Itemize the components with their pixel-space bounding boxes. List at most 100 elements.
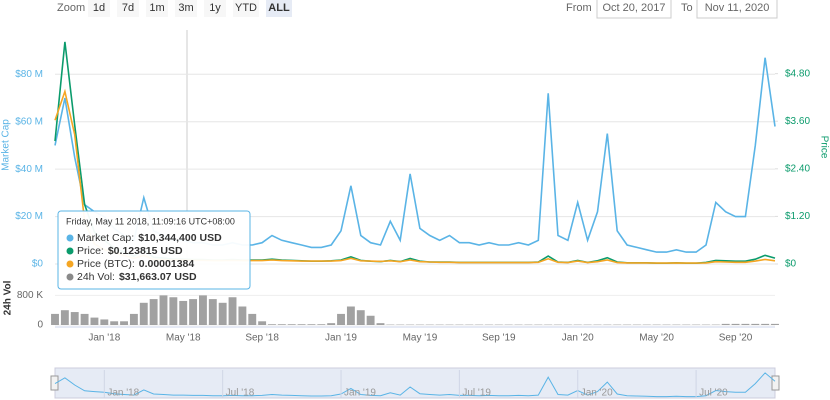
volume-bar bbox=[70, 312, 79, 325]
y2-tick-label: $1.20 bbox=[785, 211, 810, 222]
from-date[interactable]: Oct 20, 2017 bbox=[603, 2, 666, 14]
y2-tick-label: $2.40 bbox=[785, 163, 810, 174]
volume-bar bbox=[129, 313, 138, 325]
volume-bar bbox=[356, 310, 365, 325]
volume-bar bbox=[199, 295, 207, 325]
navigator-mask[interactable] bbox=[54, 367, 776, 399]
y2-axis-title: Price bbox=[818, 136, 829, 159]
volume-bar bbox=[771, 323, 779, 325]
x-tick-label: May '18 bbox=[166, 333, 201, 344]
to-input[interactable] bbox=[696, 0, 778, 19]
volume-bar bbox=[277, 324, 286, 325]
volume-bar bbox=[189, 299, 198, 325]
tooltip-value: $31,663.07 USD bbox=[119, 271, 197, 283]
x-tick-label: Sep '19 bbox=[482, 333, 516, 344]
zoom-button[interactable] bbox=[266, 0, 292, 17]
zoom-button-label[interactable]: ALL bbox=[268, 2, 290, 14]
volume-bar bbox=[100, 319, 109, 325]
volume-bar bbox=[327, 323, 336, 325]
navigator-handle-right[interactable] bbox=[771, 375, 780, 391]
volume-bar bbox=[346, 306, 355, 325]
volume-bar bbox=[287, 324, 296, 325]
volume-bar bbox=[751, 323, 760, 325]
y-tick-label: $20 M bbox=[15, 211, 43, 222]
volume-bar bbox=[731, 323, 740, 325]
tooltip-label: Price: bbox=[77, 245, 104, 257]
navigator-handle-left[interactable] bbox=[50, 375, 59, 391]
volume-bar bbox=[208, 299, 217, 325]
y-tick-label: $0 bbox=[32, 259, 44, 270]
zoom-button-label[interactable]: 1m bbox=[149, 2, 164, 14]
tooltip-row: Price (BTC): 0.00001384 bbox=[77, 258, 194, 270]
volume-bar bbox=[159, 295, 168, 325]
vol-tick-label: 0 bbox=[37, 320, 43, 331]
tooltip-row: 24h Vol: $31,663.07 USD bbox=[77, 271, 197, 283]
navigator-label: Jan '20 bbox=[581, 388, 613, 399]
tooltip-value: $10,344,400 USD bbox=[138, 232, 222, 244]
tooltip-label: Price (BTC): bbox=[77, 258, 135, 270]
volume-bar bbox=[238, 306, 247, 325]
volume-bar bbox=[307, 324, 316, 325]
tooltip bbox=[57, 210, 251, 290]
tooltip-label: Market Cap: bbox=[77, 232, 134, 244]
volume-bar bbox=[761, 323, 770, 325]
zoom-label: Zoom bbox=[57, 2, 85, 14]
y-tick-label: $60 M bbox=[15, 116, 43, 127]
from-input[interactable] bbox=[596, 0, 672, 19]
y2-tick-label: $0 bbox=[785, 259, 797, 270]
x-tick-label: Jan '19 bbox=[325, 333, 357, 344]
zoom-button-label[interactable]: 1d bbox=[93, 2, 105, 14]
tooltip-marker bbox=[66, 247, 74, 255]
navigator-label: Jan '18 bbox=[107, 388, 139, 399]
y-tick-label: $80 M bbox=[15, 69, 43, 80]
volume-bar bbox=[110, 321, 119, 325]
volume-bar bbox=[179, 300, 188, 325]
volume-bar bbox=[366, 315, 375, 325]
zoom-button-label[interactable]: YTD bbox=[235, 2, 257, 14]
y-tick-label: $40 M bbox=[15, 164, 43, 175]
tooltip-header: Friday, May 11 2018, 11:09:16 UTC+08:00 bbox=[66, 216, 235, 226]
x-tick-label: May '20 bbox=[639, 333, 674, 344]
volume-bar bbox=[317, 324, 326, 325]
volume-bar bbox=[376, 323, 385, 325]
navigator-label: Jul '20 bbox=[699, 388, 728, 399]
zoom-button[interactable] bbox=[233, 0, 259, 17]
zoom-button[interactable] bbox=[117, 0, 139, 17]
volume-bar bbox=[721, 323, 730, 325]
zoom-button[interactable] bbox=[175, 0, 197, 17]
volume-bar bbox=[741, 323, 750, 325]
tooltip-row: Market Cap: $10,344,400 USD bbox=[77, 232, 222, 244]
zoom-button-label[interactable]: 1y bbox=[209, 2, 221, 14]
volume-bar bbox=[297, 324, 306, 325]
volume-bar bbox=[228, 297, 237, 325]
volume-bar bbox=[268, 324, 276, 325]
navigator-line bbox=[54, 372, 776, 398]
navigator-label: Jul '19 bbox=[462, 388, 491, 399]
volume-bar bbox=[120, 321, 128, 325]
tooltip-value: $0.123815 USD bbox=[108, 245, 183, 257]
x-tick-label: Jan '18 bbox=[88, 333, 120, 344]
zoom-button[interactable] bbox=[88, 0, 110, 17]
volume-bar bbox=[51, 313, 59, 325]
zoom-button-label[interactable]: 3m bbox=[178, 2, 193, 14]
volume-bar bbox=[337, 313, 345, 325]
tooltip-marker bbox=[66, 273, 74, 281]
zoom-button-label[interactable]: 7d bbox=[122, 2, 134, 14]
y-axis-title: Market Cap bbox=[1, 119, 12, 171]
zoom-button[interactable] bbox=[146, 0, 168, 17]
navigator-label: Jul '18 bbox=[226, 388, 255, 399]
zoom-button[interactable] bbox=[204, 0, 226, 17]
volume-bar bbox=[258, 321, 267, 325]
vol-tick-label: 800 K bbox=[17, 290, 43, 301]
volume-bar bbox=[169, 297, 178, 325]
tooltip-value: 0.00001384 bbox=[139, 258, 195, 270]
navigator-label: Jan '19 bbox=[344, 388, 376, 399]
x-tick-label: May '19 bbox=[403, 333, 438, 344]
y2-tick-label: $3.60 bbox=[785, 116, 810, 127]
tooltip-row: Price: $0.123815 USD bbox=[77, 245, 183, 257]
tooltip-marker bbox=[66, 260, 74, 268]
to-date[interactable]: Nov 11, 2020 bbox=[705, 2, 770, 14]
x-tick-label: Jan '20 bbox=[562, 333, 594, 344]
volume-bar bbox=[90, 317, 99, 325]
